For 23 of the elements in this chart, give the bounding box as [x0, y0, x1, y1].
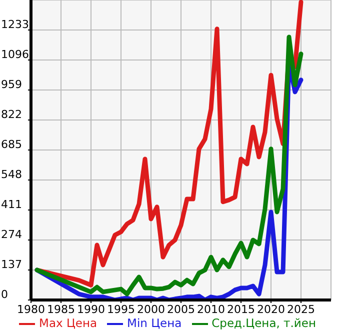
y-tick-label: 959: [1, 78, 22, 91]
x-tick-label: 1995: [107, 302, 135, 316]
legend-label: Сред.Цена, т.йен: [212, 316, 316, 330]
y-tick-label: 685: [1, 138, 22, 151]
y-tick-label: 137: [1, 258, 22, 271]
x-tick-label: 1990: [77, 302, 105, 316]
x-tick-label: 2015: [227, 302, 255, 316]
x-tick-label: 2020: [257, 302, 285, 316]
y-tick-label: 0: [1, 288, 8, 301]
y-tick-label: 1096: [1, 48, 29, 61]
x-tick-label: 1980: [17, 302, 45, 316]
y-tick-label: 274: [1, 228, 22, 241]
y-tick-label: 822: [1, 108, 22, 121]
y-tick-label: 411: [1, 198, 22, 211]
y-tick-label: 548: [1, 168, 22, 181]
x-tick-label: 1985: [47, 302, 75, 316]
legend-label: Max Цена: [39, 316, 98, 330]
x-tick-label: 2025: [287, 302, 315, 316]
y-tick-label: 1233: [1, 18, 29, 31]
legend-label: Min Цена: [127, 316, 182, 330]
x-tick-label: 2000: [137, 302, 165, 316]
x-tick-label: 2005: [167, 302, 195, 316]
x-tick-label: 2010: [197, 302, 225, 316]
